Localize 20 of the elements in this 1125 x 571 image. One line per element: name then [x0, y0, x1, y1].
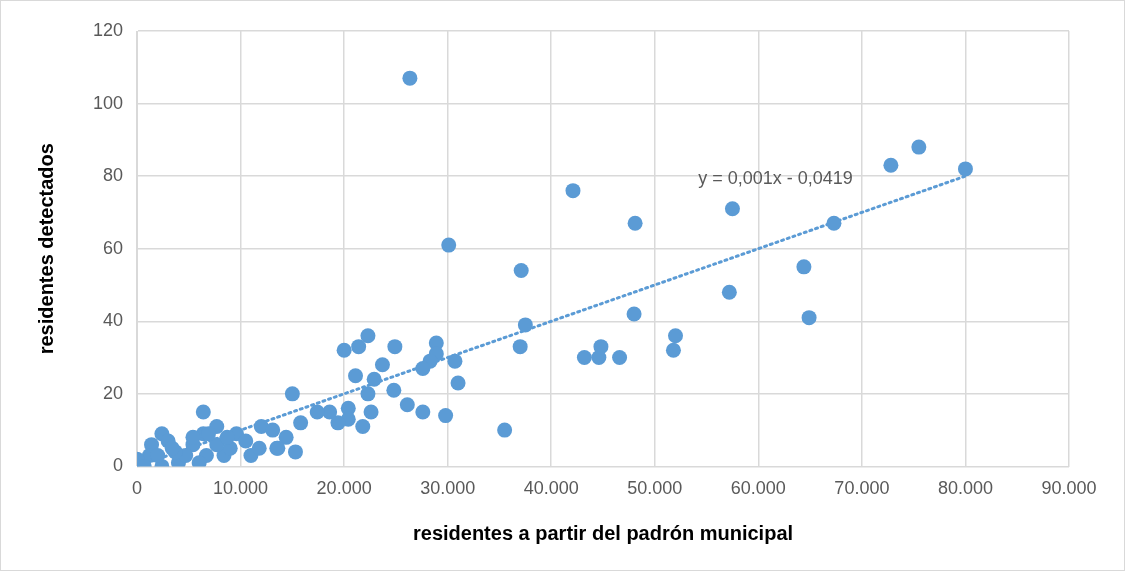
annotation: y = 0,001x - 0,0419	[698, 168, 853, 188]
x-tick-label: 90.000	[1041, 478, 1097, 499]
y-tick-label: 20	[103, 382, 124, 403]
x-tick-label: 30.000	[420, 478, 476, 499]
x-tick-label: 0	[132, 478, 143, 499]
x-axis-title: residentes a partir del padrón municipal	[412, 521, 794, 544]
y-tick-label: 100	[92, 92, 124, 113]
y-tick-label: 40	[103, 310, 124, 331]
x-tick-label: 50.000	[627, 478, 683, 499]
x-tick-label: 80.000	[937, 478, 993, 499]
y-tick-label: 80	[103, 165, 124, 186]
y-tick-label: 60	[103, 237, 124, 258]
x-tick-label: 60.000	[730, 478, 786, 499]
x-tick-label: 70.000	[834, 478, 890, 499]
y-tick-label: 0	[113, 455, 124, 476]
x-tick-label: 20.000	[316, 478, 372, 499]
x-tick-label: 40.000	[523, 478, 579, 499]
y-tick-label: 120	[92, 19, 124, 40]
y-axis-title: residentes detectados	[34, 143, 57, 355]
x-tick-label: 10.000	[213, 478, 269, 499]
